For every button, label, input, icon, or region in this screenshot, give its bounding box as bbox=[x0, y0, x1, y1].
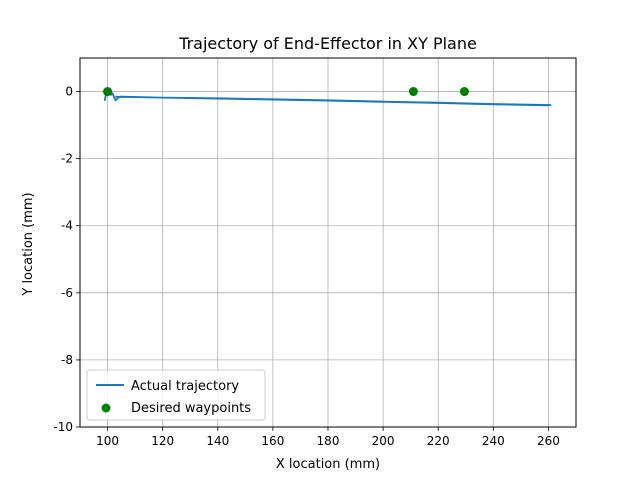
x-tick-label: 220 bbox=[427, 434, 450, 448]
legend-box bbox=[86, 369, 266, 421]
waypoint-marker bbox=[103, 87, 113, 97]
y-tick-label: -6 bbox=[61, 286, 73, 300]
y-tick-label: -2 bbox=[61, 152, 73, 166]
legend-dot-swatch bbox=[101, 403, 111, 413]
waypoint-marker bbox=[459, 87, 469, 97]
x-axis-label: X location (mm) bbox=[276, 457, 380, 472]
x-tick-label: 260 bbox=[537, 434, 560, 448]
plot-data bbox=[103, 87, 552, 107]
y-tick-label: 0 bbox=[65, 85, 73, 99]
x-tick-label: 240 bbox=[482, 434, 505, 448]
x-tick-label: 120 bbox=[151, 434, 174, 448]
y-axis-label: Y location (mm) bbox=[21, 192, 36, 296]
chart-title: Trajectory of End-Effector in XY Plane bbox=[178, 34, 477, 53]
y-tick-label: -4 bbox=[61, 219, 73, 233]
x-tick-label: 140 bbox=[206, 434, 229, 448]
x-tick-label: 160 bbox=[261, 434, 284, 448]
legend-label-actual-trajectory: Actual trajectory bbox=[131, 379, 239, 394]
x-tick-label: 100 bbox=[96, 434, 119, 448]
axis-ticks: 100 120 140 160 180 200 220 240 260 -10 -8 -6 -4 -2 0 bbox=[53, 85, 560, 448]
y-tick-label: -10 bbox=[53, 420, 73, 434]
grid-lines bbox=[80, 58, 576, 428]
x-tick-label: 200 bbox=[372, 434, 395, 448]
waypoint-marker bbox=[408, 87, 418, 97]
y-tick-label: -8 bbox=[61, 353, 73, 367]
legend: Actual trajectory Desired waypoints bbox=[86, 369, 266, 421]
legend-label-desired-waypoints: Desired waypoints bbox=[131, 401, 251, 416]
x-tick-label: 180 bbox=[317, 434, 340, 448]
